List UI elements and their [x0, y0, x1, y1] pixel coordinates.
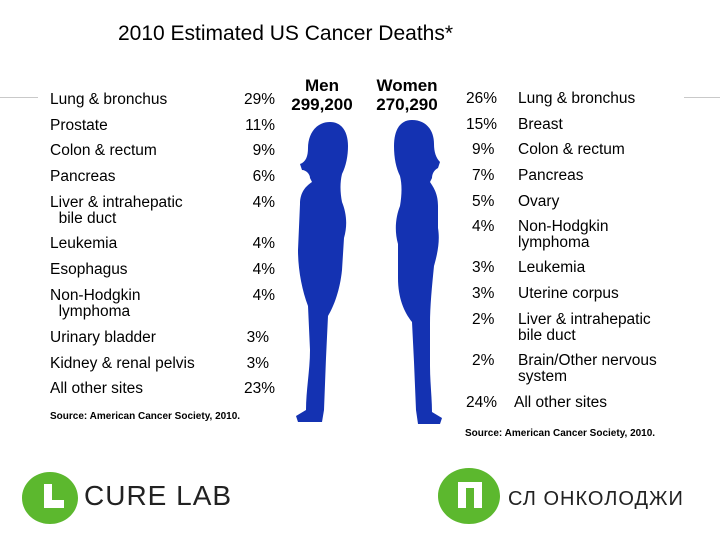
men-site-label: Leukemia	[50, 235, 118, 252]
female-silhouette	[394, 120, 442, 424]
women-percent: 15%	[466, 116, 498, 133]
men-site-label: Urinary bladder	[50, 329, 156, 346]
women-percent: 3%	[472, 285, 495, 302]
women-label: Women	[376, 76, 438, 95]
men-percent: 29%	[243, 91, 275, 108]
men-label: Men	[305, 76, 339, 95]
men-source: Source: American Cancer Society, 2010.	[50, 411, 241, 422]
women-percent: 3%	[472, 259, 495, 276]
women-percent: 2%	[472, 352, 495, 369]
women-site-label: Ovary	[518, 193, 560, 210]
women-site-label: Uterine corpus	[518, 285, 619, 302]
men-header: Men 299,200	[284, 76, 360, 114]
women-source: Source: American Cancer Society, 2010.	[465, 428, 656, 439]
women-total: 270,290	[376, 95, 438, 114]
men-percent: 4%	[252, 194, 275, 211]
cure-lab-logo-mark	[22, 472, 78, 524]
men-site-label: Prostate	[50, 117, 108, 134]
women-percent: 7%	[472, 167, 495, 184]
men-site-label: Colon & rectum	[50, 142, 157, 159]
men-site-label: All other sites	[50, 380, 144, 397]
women-site-label: Brain/Other nervous system	[518, 352, 657, 385]
men-total: 299,200	[291, 95, 353, 114]
women-site-label: Liver & intrahepatic bile duct	[518, 311, 651, 344]
women-site-label: Leukemia	[518, 259, 586, 276]
men-percent: 23%	[243, 380, 275, 397]
men-site-label: Esophagus	[50, 261, 128, 278]
male-silhouette-shape	[296, 122, 348, 422]
men-percent: 11%	[245, 117, 275, 134]
men-site-label: Lung & bronchus	[50, 91, 168, 108]
sl-oncology-logo-shape	[438, 468, 500, 524]
men-site-label: Non-Hodgkin lymphoma	[50, 287, 141, 320]
women-percent: 2%	[472, 311, 495, 328]
men-percent: 3%	[246, 355, 269, 372]
men-percent: 4%	[252, 235, 275, 252]
women-site-label: Pancreas	[518, 167, 584, 184]
men-site-label: Pancreas	[50, 168, 116, 185]
men-percent: 9%	[252, 142, 275, 159]
women-header: Women 270,290	[370, 76, 444, 114]
women-percent: 4%	[472, 218, 495, 235]
women-percent: 24%	[466, 394, 498, 411]
cure-lab-logo-text: CURE LAB	[84, 480, 233, 511]
men-percent: 6%	[252, 168, 275, 185]
chart-title: 2010 Estimated US Cancer Deaths*	[118, 22, 454, 45]
women-site-label: Colon & rectum	[518, 141, 625, 158]
sl-oncology-logo-text: СЛ ОНКОЛОДЖИ	[508, 488, 684, 510]
men-site-label: Liver & intrahepatic bile duct	[50, 194, 183, 227]
female-silhouette-shape	[394, 120, 442, 424]
women-percent: 26%	[466, 90, 498, 107]
women-site-label: All other sites	[514, 394, 608, 411]
divider-right	[684, 97, 720, 98]
men-percent: 4%	[252, 261, 275, 278]
women-table: Lung & bronchus 26% Breast 15% Colon & rectu…	[458, 80, 682, 445]
divider-left	[0, 97, 38, 98]
women-percent: 9%	[472, 141, 495, 158]
men-percent: 4%	[252, 287, 275, 304]
cure-lab-logo-shape	[22, 472, 78, 524]
men-percent: 3%	[246, 329, 269, 346]
sl-oncology-logo-mark	[438, 468, 500, 524]
men-table: Lung & bronchus 29% Prostate 11% Colon & rec…	[42, 80, 282, 425]
women-site-label: Non-Hodgkin lymphoma	[518, 218, 609, 251]
women-site-label: Breast	[518, 116, 563, 133]
women-percent: 5%	[472, 193, 495, 210]
women-site-label: Lung & bronchus	[518, 90, 636, 107]
men-site-label: Kidney & renal pelvis	[50, 355, 195, 372]
male-silhouette	[296, 122, 348, 422]
